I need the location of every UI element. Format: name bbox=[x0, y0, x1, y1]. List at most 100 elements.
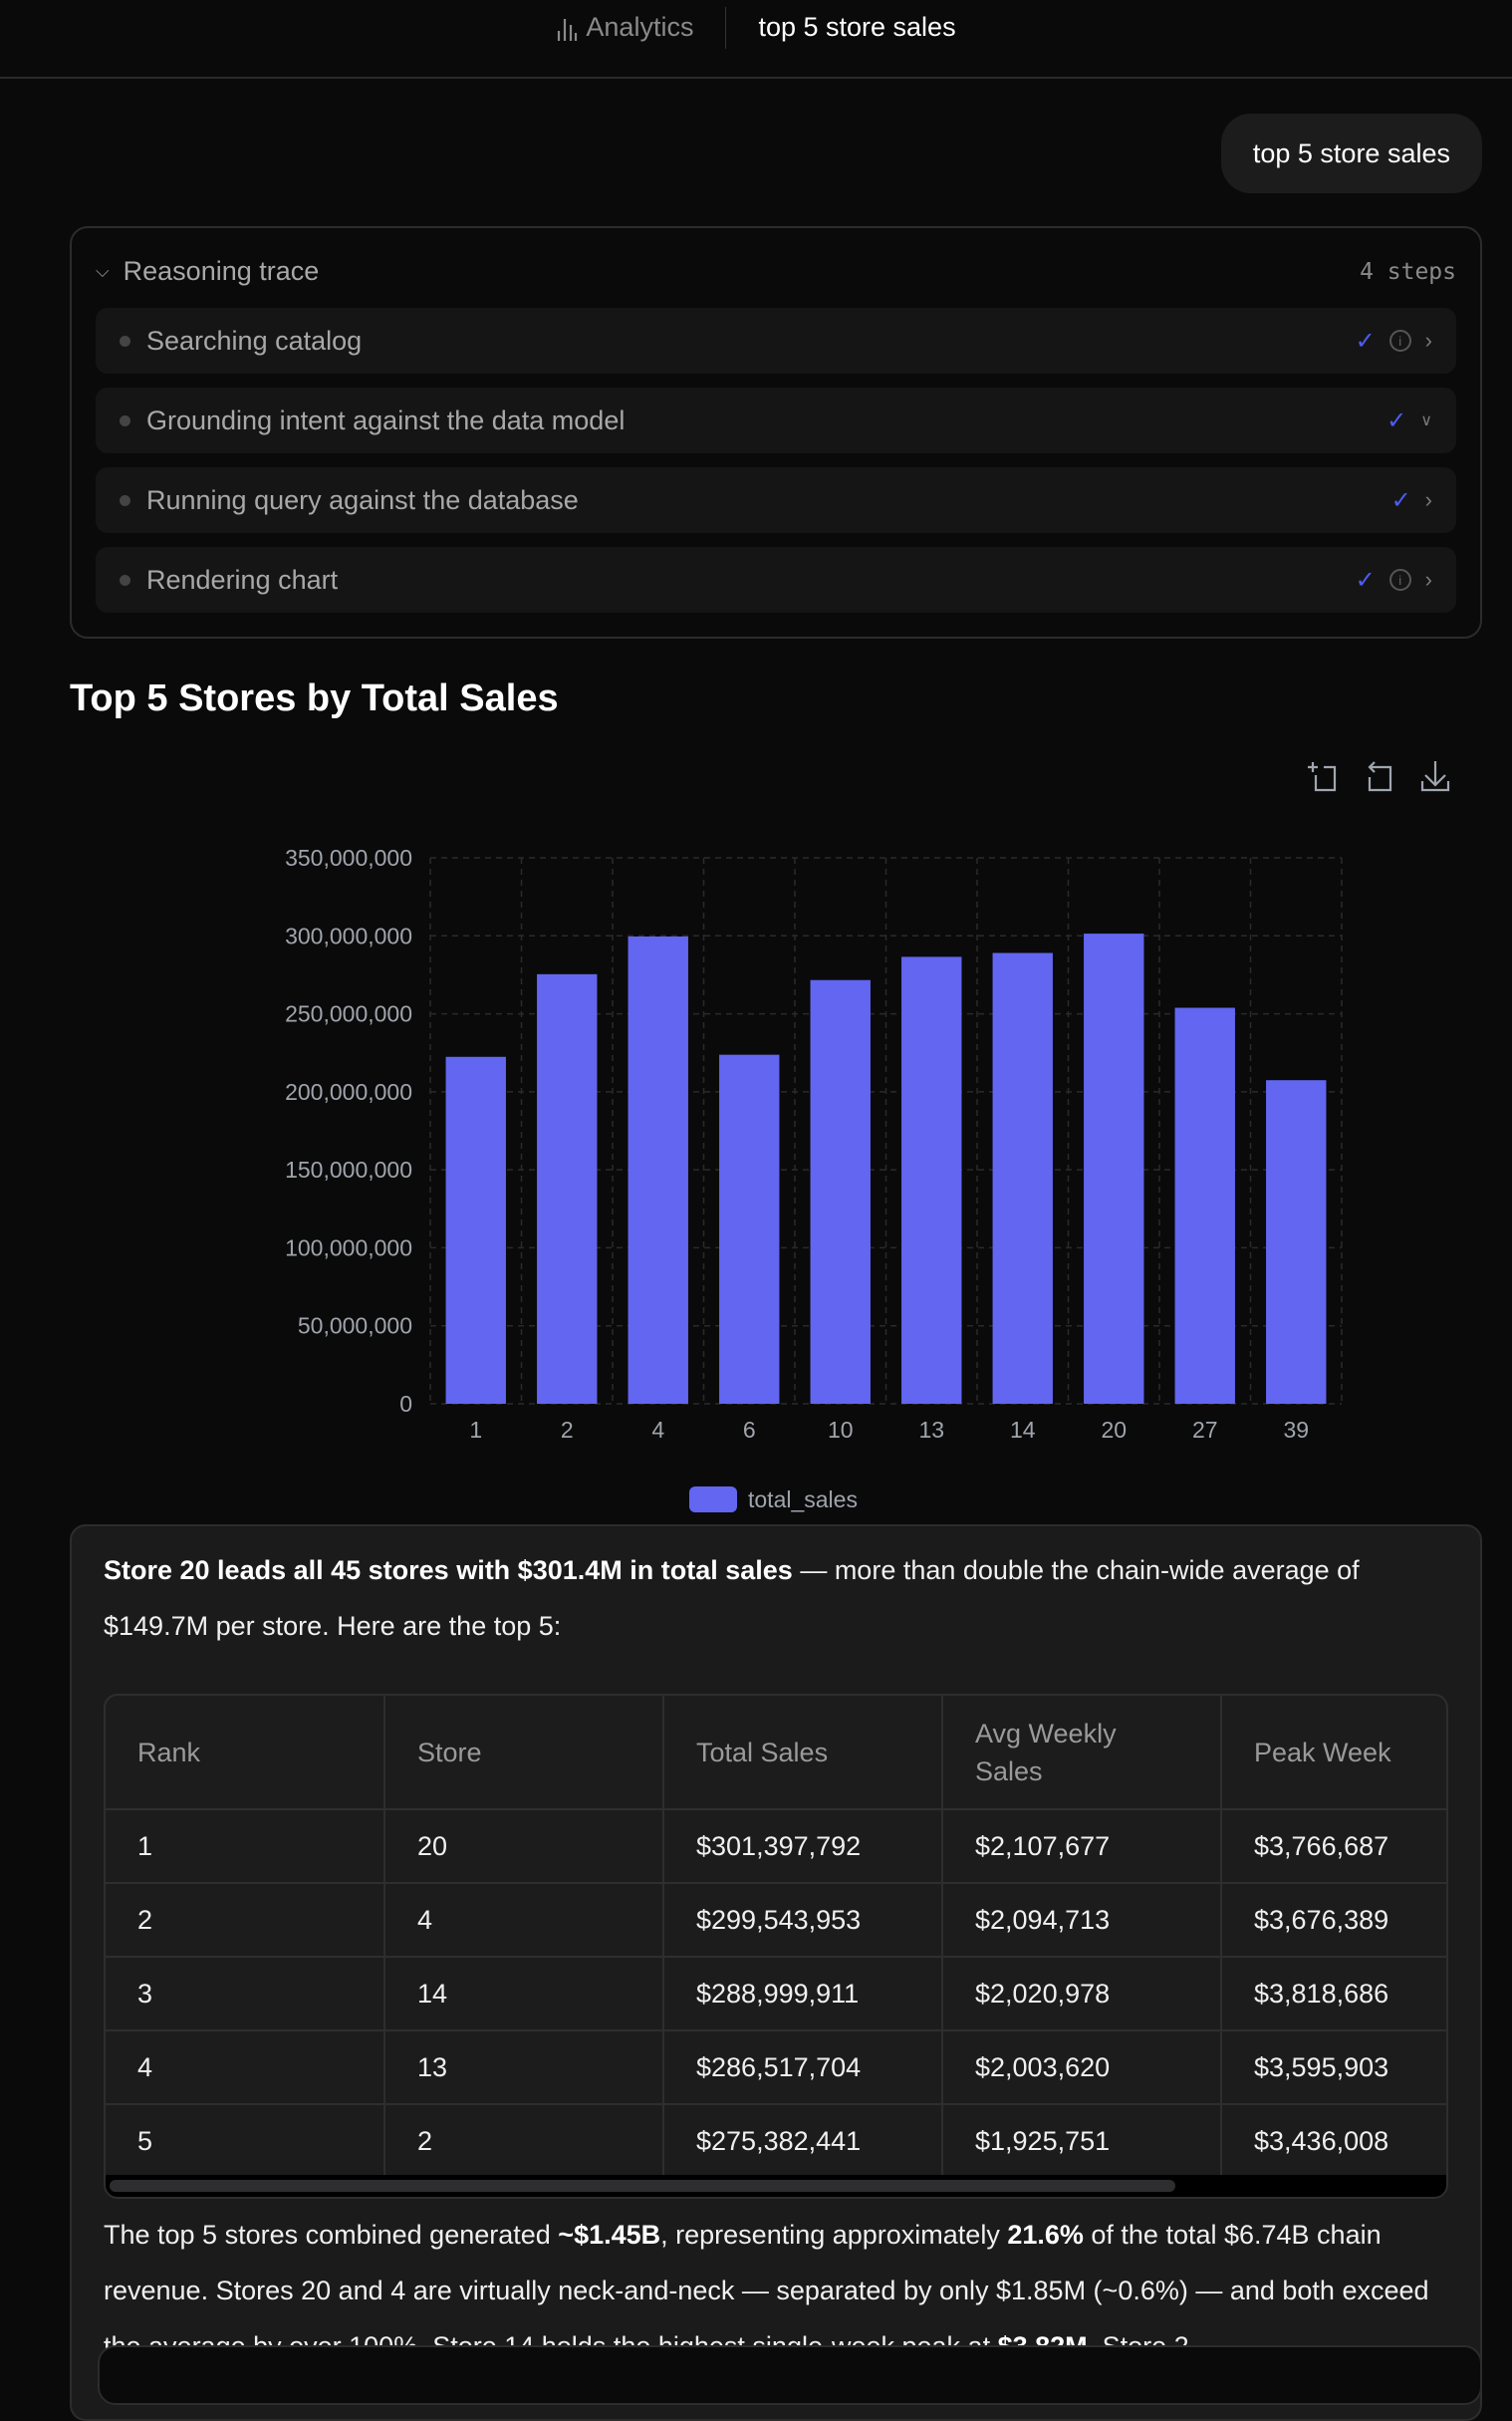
trace-step[interactable]: Rendering chart ✓ i › bbox=[96, 547, 1456, 613]
check-icon: ✓ bbox=[1355, 566, 1376, 594]
table-cell: 5 bbox=[106, 2104, 385, 2179]
table-cell: $301,397,792 bbox=[663, 1809, 943, 1884]
table-cell: 13 bbox=[384, 2030, 664, 2105]
table-row: 4 13 $286,517,704 $2,003,620 $3,595,903 bbox=[106, 2030, 1446, 2105]
table-row: 2 4 $299,543,953 $2,094,713 $3,676,389 bbox=[106, 1883, 1446, 1958]
chevron-down-icon[interactable]: ∨ bbox=[1420, 412, 1432, 429]
bar bbox=[719, 1054, 780, 1404]
table-cell: $3,676,389 bbox=[1221, 1883, 1446, 1958]
x-tick-label: 14 bbox=[1010, 1417, 1036, 1443]
download-icon[interactable] bbox=[1416, 757, 1454, 795]
restore-icon[interactable] bbox=[1361, 757, 1398, 795]
x-tick-label: 2 bbox=[561, 1417, 574, 1443]
bar bbox=[628, 936, 688, 1404]
table-header: Rank Store Total Sales Avg Weekly Sales Peak… bbox=[106, 1696, 1446, 1810]
check-icon: ✓ bbox=[1386, 406, 1407, 434]
trace-step[interactable]: Grounding intent against the data model … bbox=[96, 388, 1456, 453]
x-tick-label: 27 bbox=[1192, 1417, 1218, 1443]
y-tick-label: 50,000,000 bbox=[298, 1313, 412, 1339]
step-label: Searching catalog bbox=[146, 325, 363, 356]
bar bbox=[537, 973, 598, 1404]
trace-toggle[interactable]: ⌵ Reasoning trace 4 steps bbox=[96, 256, 1456, 287]
x-tick-label: 1 bbox=[469, 1417, 482, 1443]
table-cell: $3,436,008 bbox=[1221, 2104, 1446, 2179]
column-header: Total Sales bbox=[663, 1696, 943, 1810]
table-row: 3 14 $288,999,911 $2,020,978 $3,818,686 bbox=[106, 1957, 1446, 2031]
bullet-icon bbox=[120, 414, 130, 426]
table-cell: 14 bbox=[384, 1957, 664, 2031]
table-cell: $299,543,953 bbox=[663, 1883, 943, 1958]
bar bbox=[810, 979, 871, 1404]
answer-card: Store 20 leads all 45 stores with $301.4… bbox=[70, 1524, 1482, 2421]
y-tick-label: 350,000,000 bbox=[285, 845, 412, 871]
table-cell: 3 bbox=[106, 1957, 385, 2031]
chart-title: Top 5 Stores by Total Sales bbox=[70, 677, 559, 719]
x-tick-label: 6 bbox=[743, 1417, 756, 1443]
bullet-icon bbox=[120, 574, 130, 586]
info-icon[interactable]: i bbox=[1388, 569, 1411, 591]
summary-text: The top 5 stores combined generated bbox=[104, 2220, 559, 2250]
y-tick-label: 150,000,000 bbox=[285, 1157, 412, 1183]
info-icon[interactable]: i bbox=[1388, 330, 1411, 352]
table-cell: $275,382,441 bbox=[663, 2104, 943, 2179]
chevron-right-icon[interactable]: › bbox=[1424, 567, 1432, 592]
table-cell: 1 bbox=[106, 1809, 385, 1884]
table-row: 1 20 $301,397,792 $2,107,677 $3,766,687 bbox=[106, 1809, 1446, 1884]
results-table: Rank Store Total Sales Avg Weekly Sales Peak… bbox=[104, 1694, 1448, 2199]
message-composer[interactable] bbox=[98, 2345, 1482, 2405]
conversation-title: top 5 store sales bbox=[758, 12, 956, 42]
step-label: Running query against the database bbox=[146, 484, 579, 515]
table-cell: 20 bbox=[384, 1809, 664, 1884]
intro-text: — more than double the chain-wide averag… bbox=[104, 1555, 1360, 1641]
chevron-down-icon: ⌵ bbox=[96, 261, 110, 281]
summary-highlight: 21.6% bbox=[1007, 2220, 1084, 2250]
table-cell: $288,999,911 bbox=[663, 1957, 943, 2031]
horizontal-scrollbar[interactable] bbox=[106, 2175, 1446, 2197]
table-cell: $2,020,978 bbox=[942, 1957, 1222, 2031]
check-icon: ✓ bbox=[1390, 486, 1411, 514]
table-cell: $3,818,686 bbox=[1221, 1957, 1446, 2031]
table-cell: 4 bbox=[384, 1883, 664, 1958]
chevron-right-icon[interactable]: › bbox=[1424, 487, 1432, 512]
column-header: Avg Weekly Sales bbox=[942, 1696, 1222, 1810]
reasoning-trace: ⌵ Reasoning trace 4 steps Searching catal… bbox=[70, 226, 1482, 639]
table-cell: 2 bbox=[384, 2104, 664, 2179]
column-header: Peak Week bbox=[1221, 1696, 1446, 1810]
summary-text: , representing approximately bbox=[660, 2220, 1008, 2250]
step-label: Rendering chart bbox=[146, 564, 339, 595]
trace-step[interactable]: Searching catalog ✓ i › bbox=[96, 308, 1456, 374]
legend-swatch bbox=[689, 1486, 737, 1512]
trace-step[interactable]: Running query against the database ✓ › bbox=[96, 467, 1456, 533]
intro-highlight: Store 20 leads all 45 stores with $301.4… bbox=[104, 1555, 793, 1585]
top-header: Analytics top 5 store sales bbox=[0, 0, 1512, 79]
y-tick-label: 0 bbox=[399, 1391, 412, 1417]
table-cell: $2,094,713 bbox=[942, 1883, 1222, 1958]
user-message: top 5 store sales bbox=[1220, 114, 1482, 193]
table-cell: 2 bbox=[106, 1883, 385, 1958]
table-cell: $1,925,751 bbox=[942, 2104, 1222, 2179]
answer-intro: Store 20 leads all 45 stores with $301.4… bbox=[104, 1542, 1440, 1654]
chevron-right-icon[interactable]: › bbox=[1424, 328, 1432, 353]
check-icon: ✓ bbox=[1355, 327, 1376, 355]
bar bbox=[992, 952, 1053, 1404]
bar bbox=[1084, 934, 1144, 1404]
trace-title: Reasoning trace bbox=[123, 256, 320, 286]
column-header: Rank bbox=[106, 1696, 385, 1810]
zoom-select-icon[interactable] bbox=[1305, 757, 1343, 795]
table-cell: $2,003,620 bbox=[942, 2030, 1222, 2105]
y-tick-label: 250,000,000 bbox=[285, 1001, 412, 1027]
analytics-breadcrumb[interactable]: Analytics bbox=[556, 6, 727, 49]
summary-highlight: ~$1.45B bbox=[558, 2220, 661, 2250]
step-label: Grounding intent against the data model bbox=[146, 404, 626, 435]
bar bbox=[901, 956, 962, 1404]
bullet-icon bbox=[120, 335, 130, 347]
bullet-icon bbox=[120, 494, 130, 506]
scrollbar-thumb[interactable] bbox=[110, 2180, 1175, 2192]
y-tick-label: 300,000,000 bbox=[285, 923, 412, 948]
app-name: Analytics bbox=[586, 12, 694, 42]
step-count: 4 steps bbox=[1360, 258, 1456, 285]
bar bbox=[445, 1056, 506, 1404]
bar-chart: 0 50,000,000 100,000,000 150,000,000 200,000… bbox=[285, 845, 1343, 1512]
table-row: 5 2 $275,382,441 $1,925,751 $3,436,008 bbox=[106, 2104, 1446, 2179]
x-tick-label: 13 bbox=[918, 1417, 944, 1443]
